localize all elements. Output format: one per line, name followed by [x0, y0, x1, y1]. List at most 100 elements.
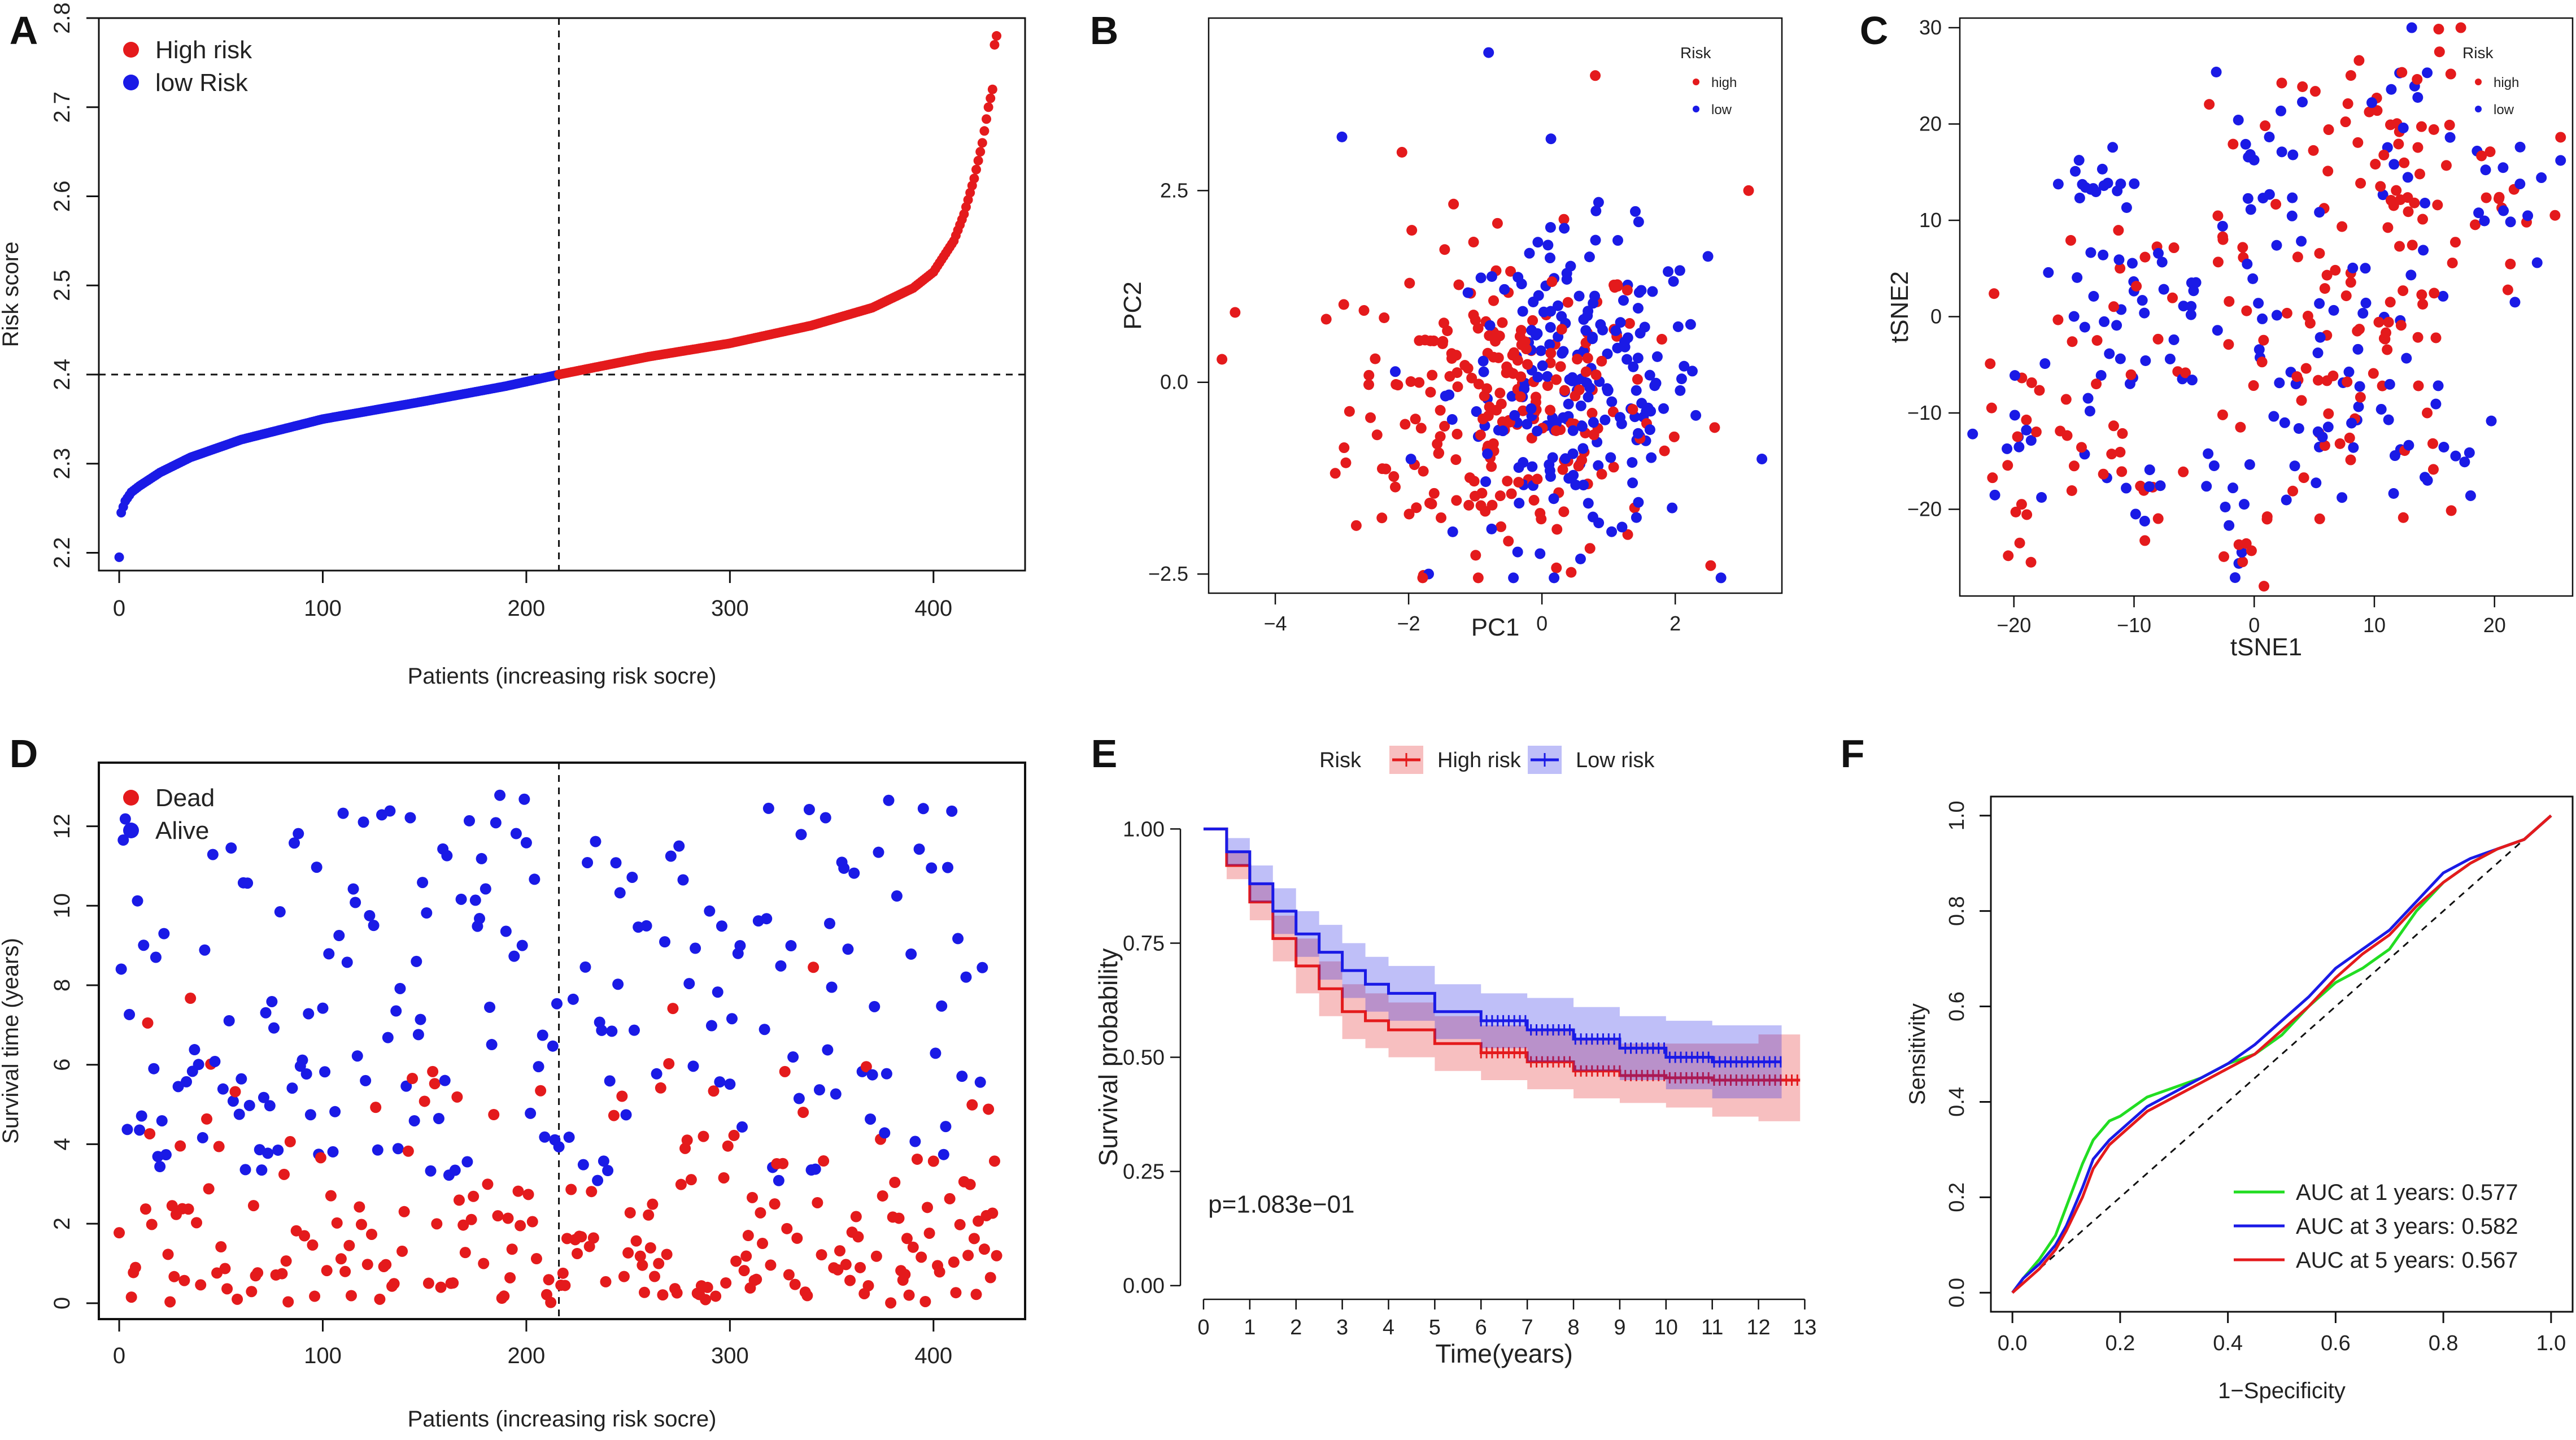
- alive-point: [242, 877, 254, 889]
- tsne-point: [2233, 539, 2244, 550]
- tsne-point: [2065, 234, 2076, 246]
- tsne-point: [2287, 149, 2299, 160]
- tsne-point: [2108, 420, 2119, 432]
- tsne-point: [2108, 301, 2120, 312]
- pca-point: [1350, 520, 1362, 531]
- tsne-point: [2428, 124, 2439, 135]
- tsne-point: [2073, 155, 2085, 166]
- pca-point: [1470, 315, 1481, 326]
- tsne-point: [2382, 222, 2394, 233]
- alive-point: [329, 1106, 341, 1117]
- pca-point: [1685, 319, 1696, 330]
- tsne-point: [2401, 353, 2412, 364]
- x-tick-label: 0: [1536, 612, 1548, 635]
- y-tick-label: 12: [50, 813, 75, 839]
- dead-point: [299, 1230, 311, 1242]
- tsne-point: [2405, 269, 2417, 281]
- alive-point: [974, 1076, 986, 1088]
- alive-point: [803, 803, 815, 815]
- pca-point: [1599, 414, 1611, 425]
- risk-point: [975, 147, 986, 157]
- dead-point: [779, 1065, 791, 1077]
- pca-point: [1580, 325, 1592, 336]
- alive-point: [866, 1069, 878, 1081]
- tsne-point: [2240, 138, 2251, 150]
- dead-point: [948, 1256, 960, 1268]
- x-axis-label: Patients (increasing risk socre): [408, 664, 717, 689]
- alive-point: [628, 1024, 640, 1036]
- alive-point: [787, 1051, 799, 1063]
- tsne-point: [2355, 177, 2366, 189]
- pca-point: [1391, 379, 1402, 390]
- pca-point: [1659, 445, 1670, 456]
- tsne-point: [2386, 84, 2397, 95]
- dead-point: [388, 1278, 400, 1290]
- legend-label: High risk: [1437, 749, 1522, 772]
- x-tick-label: −2: [1397, 612, 1420, 635]
- dead-point: [545, 1297, 557, 1308]
- tsne-point: [2418, 245, 2429, 256]
- dead-point: [901, 1233, 913, 1245]
- alive-point: [690, 942, 701, 954]
- tsne-point: [2427, 464, 2439, 475]
- dead-point: [144, 1128, 156, 1139]
- tsne-point: [2111, 320, 2122, 331]
- tsne-point: [2036, 492, 2047, 503]
- tsne-point: [2096, 163, 2108, 175]
- alive-point: [785, 940, 797, 952]
- pca-point: [1427, 369, 1438, 381]
- pca-point: [1542, 240, 1554, 251]
- pca-point: [1472, 572, 1484, 584]
- dead-point: [862, 1280, 874, 1291]
- y-tick-label: 2.7: [50, 92, 75, 123]
- pca-point: [1358, 305, 1370, 316]
- pca-point: [1639, 321, 1650, 333]
- dead-point: [576, 1231, 587, 1243]
- alive-point: [350, 897, 361, 908]
- pca-point: [1582, 353, 1593, 364]
- tsne-point: [2313, 375, 2324, 386]
- tsne-point: [2357, 307, 2369, 319]
- alive-point: [209, 1055, 221, 1067]
- legend-marker: [123, 790, 139, 806]
- alive-point: [673, 840, 685, 852]
- pca-point: [1636, 285, 1647, 296]
- pca-point: [1545, 253, 1556, 264]
- tsne-point: [2257, 313, 2268, 324]
- pca-point: [1632, 303, 1644, 314]
- tsne-point: [2293, 423, 2304, 434]
- pca-point: [1686, 366, 1698, 377]
- y-tick-label: 0.0: [1160, 371, 1188, 394]
- dead-point: [973, 1215, 984, 1227]
- alive-point: [464, 815, 475, 826]
- tsne-point: [1985, 358, 1996, 369]
- tsne-point: [2068, 311, 2080, 322]
- pca-point: [1574, 290, 1585, 302]
- tsne-point: [2014, 537, 2025, 549]
- tsne-point: [2139, 307, 2150, 319]
- pca-point: [1447, 526, 1458, 537]
- alive-point: [394, 982, 406, 994]
- tsne-point: [2555, 132, 2566, 143]
- tsne-point: [2098, 249, 2109, 260]
- tsne-point: [2416, 121, 2427, 132]
- tsne-point: [2107, 142, 2119, 153]
- legend: Dead Alive: [123, 784, 215, 845]
- pca-point: [1545, 321, 1556, 333]
- dead-point: [447, 1277, 459, 1289]
- dead-point: [315, 1152, 326, 1164]
- dead-point: [600, 1276, 612, 1287]
- pca-point: [1622, 354, 1633, 365]
- x-tick-label: 100: [304, 1343, 342, 1368]
- dead-point: [535, 1085, 547, 1097]
- pca-point: [1439, 317, 1450, 329]
- risk-point: [114, 552, 124, 562]
- dead-point: [700, 1294, 712, 1306]
- tsne-point: [2395, 320, 2407, 331]
- dead-point: [927, 1155, 939, 1167]
- dead-point: [934, 1266, 945, 1278]
- dead-point: [370, 1102, 382, 1113]
- pca-point: [1437, 338, 1448, 350]
- tsne-point: [2135, 480, 2146, 491]
- pca-point: [1656, 333, 1667, 345]
